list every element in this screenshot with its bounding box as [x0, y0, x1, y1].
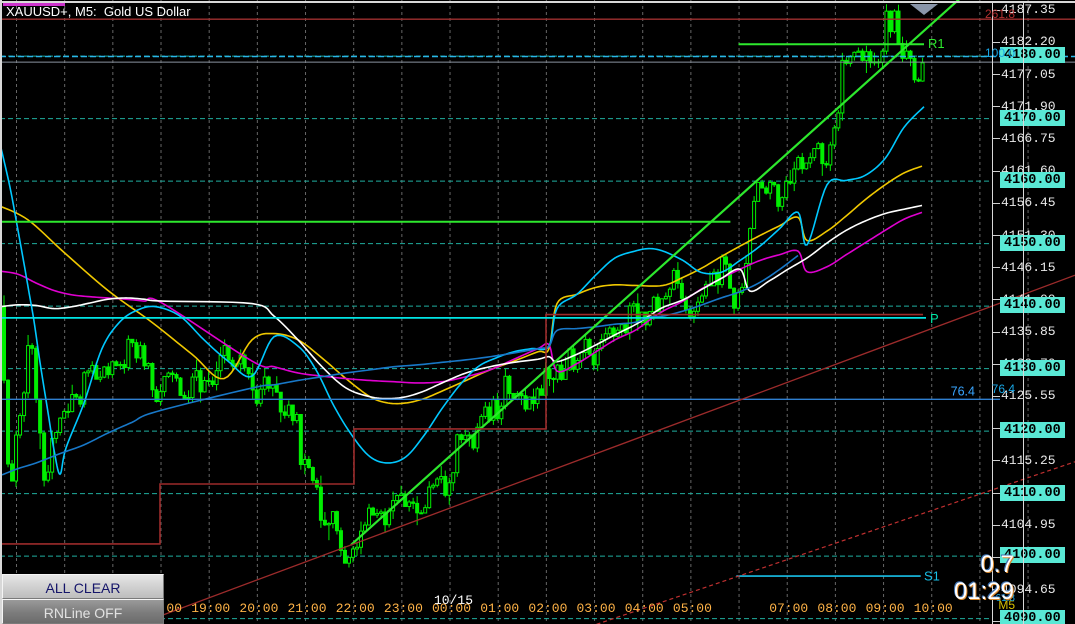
svg-text:P: P — [930, 311, 939, 326]
svg-text:R1: R1 — [928, 36, 945, 51]
